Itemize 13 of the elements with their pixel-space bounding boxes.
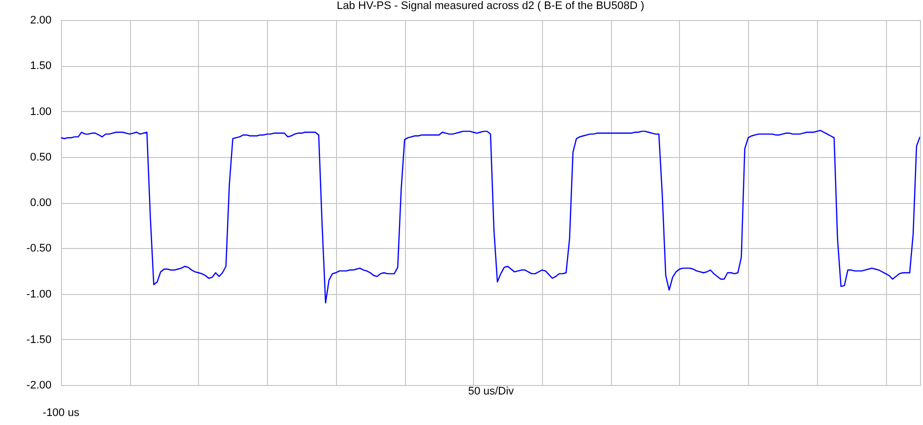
y-tick-label: -0.50 — [26, 242, 52, 255]
y-tick-label: 1.00 — [30, 106, 52, 118]
chart-title: Lab HV-PS - Signal measured across d2 ( B-E of the BU508D ) — [336, 0, 644, 12]
y-tick-label: -1.50 — [26, 334, 52, 346]
y-tick-label: -1.00 — [26, 288, 52, 300]
text: -100 us — [42, 407, 80, 419]
y-tick-label: 0.00 — [30, 197, 52, 209]
y-tick-label: 2.00 — [30, 14, 52, 26]
y-tick-label: -2.00 — [26, 380, 52, 392]
y-tick-label: 0.50 — [30, 151, 52, 164]
x-axis-title: 50 us/Div — [468, 386, 514, 398]
y-tick-label: 1.50 — [30, 60, 52, 72]
line-series — [61, 130, 920, 304]
